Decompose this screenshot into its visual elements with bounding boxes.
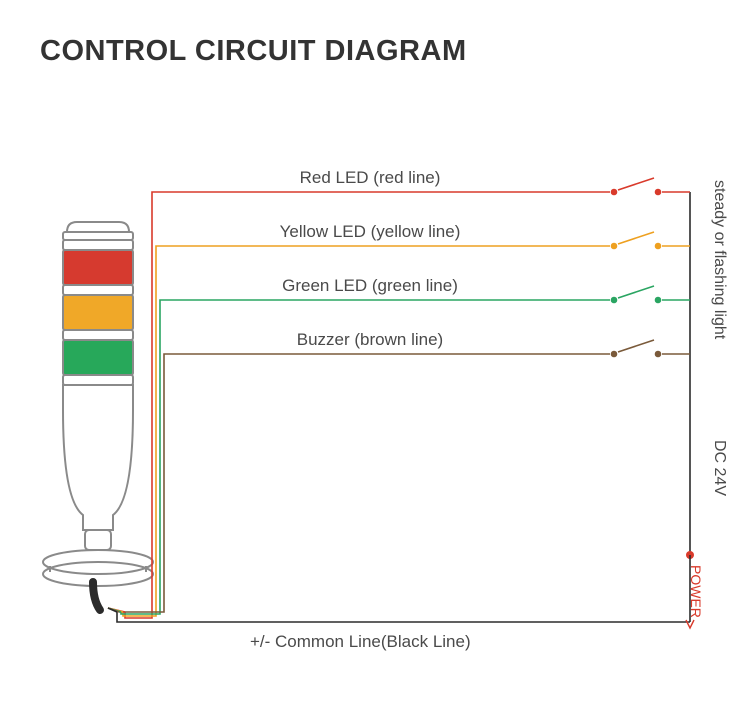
wire-brown bbox=[119, 354, 610, 612]
wire-common bbox=[117, 612, 690, 622]
wire-green bbox=[121, 300, 610, 614]
circuit-svg bbox=[0, 0, 750, 723]
led-green bbox=[63, 340, 133, 375]
switch-red bbox=[612, 178, 691, 195]
wire-red bbox=[125, 192, 610, 618]
switch-green bbox=[612, 286, 691, 303]
switch-brown bbox=[612, 340, 691, 357]
signal-tower bbox=[43, 222, 153, 610]
switch-yellow bbox=[612, 232, 691, 249]
led-yellow bbox=[63, 295, 133, 330]
led-red bbox=[63, 250, 133, 285]
wire-yellow bbox=[123, 246, 610, 616]
